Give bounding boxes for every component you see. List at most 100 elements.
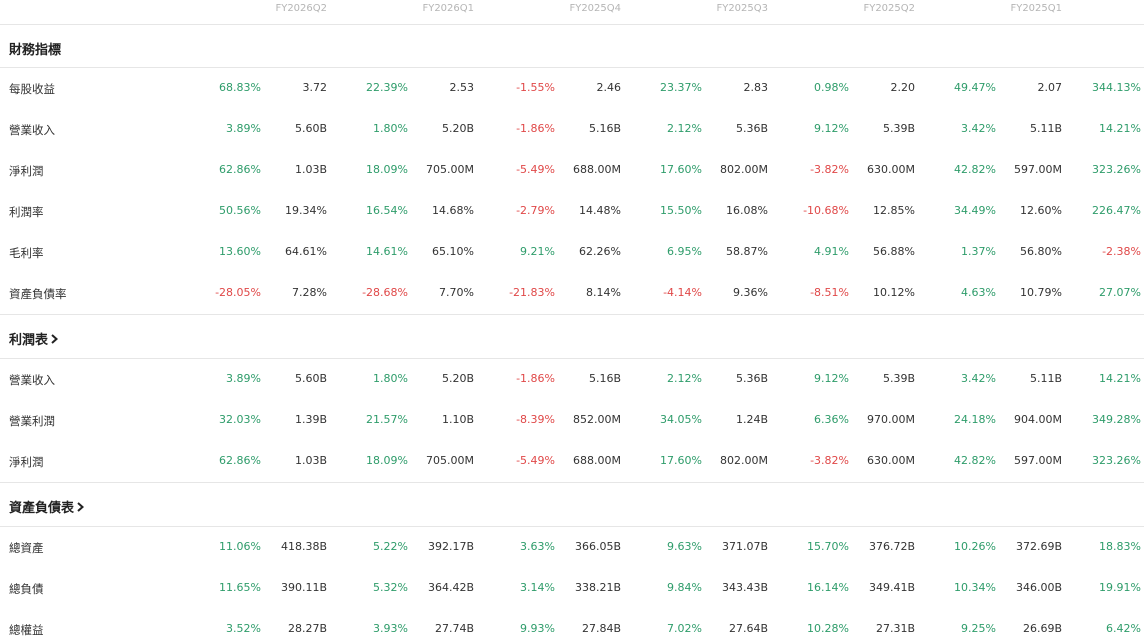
period-value: 64.61% [285, 245, 327, 258]
row-label: 總資產 [9, 541, 44, 555]
yoy-change: 344.13% [1092, 81, 1141, 94]
chevron-right-icon[interactable] [76, 501, 85, 513]
period-value: 418.38B [280, 540, 327, 553]
yoy-change: -8.51% [810, 286, 849, 299]
yoy-change: 9.21% [520, 245, 555, 258]
yoy-change: 15.50% [660, 204, 702, 217]
period-header: FY2025Q3 [716, 3, 768, 14]
period-value: 802.00M [720, 454, 768, 467]
period-value: 364.42B [427, 581, 474, 594]
period-value: 3.72 [302, 81, 328, 94]
yoy-change: 21.57% [366, 413, 408, 426]
section-title[interactable]: 利潤表 [9, 329, 59, 348]
yoy-change: 13.60% [219, 245, 261, 258]
row-label: 每股收益 [9, 82, 55, 96]
yoy-change: -5.49% [516, 163, 555, 176]
period-value: 27.74B [434, 622, 474, 635]
period-value: 390.11B [280, 581, 327, 594]
period-header: FY2026Q1 [422, 3, 474, 14]
period-value: 597.00M [1014, 163, 1062, 176]
period-value: 970.00M [867, 413, 915, 426]
section-title: 財務指標 [9, 39, 61, 58]
row-label: 資產負債率 [9, 287, 67, 301]
yoy-change: -2.79% [516, 204, 555, 217]
yoy-change: 3.14% [520, 581, 555, 594]
yoy-change: 10.28% [807, 622, 849, 635]
period-value: 7.28% [292, 286, 327, 299]
section-title[interactable]: 資產負債表 [9, 497, 85, 516]
period-value: 597.00M [1014, 454, 1062, 467]
yoy-change: 49.47% [954, 81, 996, 94]
yoy-change: 62.86% [219, 454, 261, 467]
period-value: 5.16B [588, 372, 621, 385]
period-value: 366.05B [574, 540, 621, 553]
yoy-change: 4.63% [961, 286, 996, 299]
yoy-change: 24.18% [954, 413, 996, 426]
yoy-change: 2.12% [667, 372, 702, 385]
yoy-change: 14.61% [366, 245, 408, 258]
period-value: 27.31B [875, 622, 915, 635]
yoy-change: 50.56% [219, 204, 261, 217]
row-label: 總負債 [9, 582, 44, 596]
period-value: 630.00M [867, 454, 915, 467]
yoy-change: 6.42% [1106, 622, 1141, 635]
period-value: 1.03B [294, 454, 327, 467]
table-row: 利潤率 50.56% 19.34% 16.54% 14.68% -2.79% 14.48% 1… [0, 191, 1144, 232]
yoy-change: 10.34% [954, 581, 996, 594]
yoy-change: 5.22% [373, 540, 408, 553]
yoy-change: -3.82% [810, 163, 849, 176]
section-header[interactable]: 資產負債表 [0, 482, 1144, 527]
yoy-change: 27.07% [1099, 286, 1141, 299]
yoy-change: 11.65% [219, 581, 261, 594]
table-row: 淨利潤 62.86% 1.03B 18.09% 705.00M -5.49% 688.00M… [0, 150, 1144, 191]
yoy-change: -21.83% [509, 286, 555, 299]
table-row: 資產負債率 -28.05% 7.28% -28.68% 7.70% -21.83% 8.14… [0, 273, 1144, 314]
table-row: 淨利潤 62.86% 1.03B 18.09% 705.00M -5.49% 688.00M… [0, 441, 1144, 482]
period-value: 16.08% [726, 204, 768, 217]
table-row: 總負債 11.65% 390.11B 5.32% 364.42B 3.14% 338.21B… [0, 568, 1144, 609]
yoy-change: 5.32% [373, 581, 408, 594]
period-value: 346.00B [1015, 581, 1062, 594]
yoy-change: -1.55% [516, 81, 555, 94]
yoy-change: -2.38% [1102, 245, 1141, 258]
period-value: 2.07 [1037, 81, 1063, 94]
table-row: 營業收入 3.89% 5.60B 1.80% 5.20B -1.86% 5.16B 2.12%… [0, 359, 1144, 400]
row-label: 營業利潤 [9, 414, 55, 428]
yoy-change: 9.84% [667, 581, 702, 594]
table-row: 毛利率 13.60% 64.61% 14.61% 65.10% 9.21% 62.26% 6.… [0, 232, 1144, 273]
period-value: 2.46 [596, 81, 622, 94]
period-value: 5.11B [1029, 122, 1062, 135]
yoy-change: -8.39% [516, 413, 555, 426]
yoy-change: 16.14% [807, 581, 849, 594]
period-value: 5.36B [735, 372, 768, 385]
period-value: 27.84B [581, 622, 621, 635]
chevron-right-icon[interactable] [50, 333, 59, 345]
section-header[interactable]: 利潤表 [0, 314, 1144, 359]
row-label: 總權益 [9, 623, 44, 637]
yoy-change: 9.93% [520, 622, 555, 635]
period-value: 9.36% [733, 286, 768, 299]
period-value: 371.07B [721, 540, 768, 553]
period-value: 27.64B [728, 622, 768, 635]
yoy-change: 9.12% [814, 122, 849, 135]
yoy-change: 42.82% [954, 163, 996, 176]
period-value: 8.14% [586, 286, 621, 299]
period-value: 343.43B [721, 581, 768, 594]
yoy-change: 17.60% [660, 454, 702, 467]
yoy-change: 4.91% [814, 245, 849, 258]
yoy-change: 11.06% [219, 540, 261, 553]
yoy-change: 323.26% [1092, 163, 1141, 176]
yoy-change: 6.95% [667, 245, 702, 258]
period-value: 14.48% [579, 204, 621, 217]
table-row: 營業利潤 32.03% 1.39B 21.57% 1.10B -8.39% 852.00M 3… [0, 400, 1144, 441]
period-value: 688.00M [573, 163, 621, 176]
row-label: 營業收入 [9, 123, 55, 137]
yoy-change: -3.82% [810, 454, 849, 467]
period-value: 852.00M [573, 413, 621, 426]
yoy-change: 18.09% [366, 454, 408, 467]
period-value: 2.83 [743, 81, 769, 94]
yoy-change: -28.68% [362, 286, 408, 299]
period-value: 14.68% [432, 204, 474, 217]
yoy-change: 42.82% [954, 454, 996, 467]
